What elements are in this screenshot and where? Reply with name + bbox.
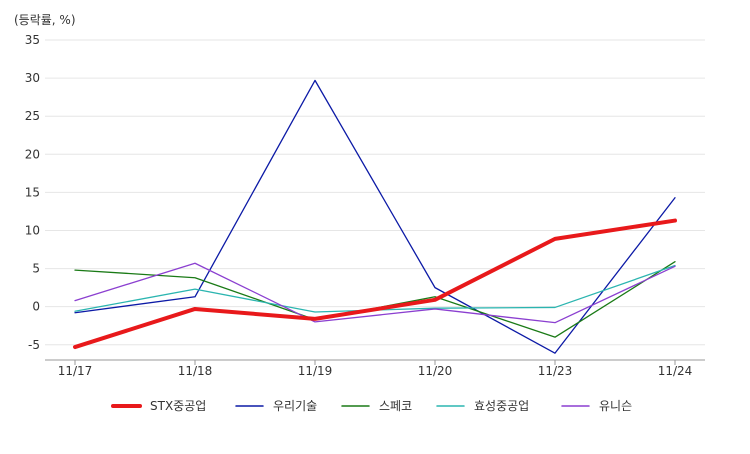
legend-label[interactable]: 우리기술 (273, 399, 317, 413)
x-tick-label: 11/23 (538, 364, 573, 378)
x-tick-label: 11/18 (178, 364, 213, 378)
y-tick-label: 30 (25, 71, 40, 85)
x-tick-label: 11/17 (58, 364, 93, 378)
y-tick-label: 35 (25, 33, 40, 47)
series-line-1 (73, 218, 677, 350)
y-tick-label: 15 (25, 185, 40, 199)
y-tick-label: 25 (25, 109, 40, 123)
x-tick-label: 11/20 (418, 364, 453, 378)
series-lines (73, 79, 677, 354)
grid-lines (45, 39, 705, 346)
series-line-2 (74, 79, 676, 354)
x-tick-label: 11/24 (658, 364, 693, 378)
y-tick-label: 10 (25, 223, 40, 237)
y-tick-label: 20 (25, 147, 40, 161)
legend-label[interactable]: STX중공업 (150, 399, 206, 413)
y-axis: 35 30 25 20 15 10 5 0 -5 (25, 33, 40, 352)
y-tick-label: -5 (28, 338, 40, 352)
series-line-5 (74, 262, 676, 324)
legend-label[interactable]: 유니슨 (599, 399, 632, 413)
legend: STX중공업 우리기술 스페코 효성중공업 유니슨 (111, 399, 632, 413)
x-axis: 11/17 11/18 11/19 11/20 11/23 11/24 (45, 359, 705, 378)
y-tick-label: 5 (32, 262, 40, 276)
y-axis-unit-label: (등락률, %) (14, 13, 76, 27)
legend-label[interactable]: 스페코 (379, 399, 412, 413)
x-tick-label: 11/19 (298, 364, 333, 378)
legend-label[interactable]: 효성중공업 (474, 399, 529, 413)
y-tick-label: 0 (32, 300, 40, 314)
